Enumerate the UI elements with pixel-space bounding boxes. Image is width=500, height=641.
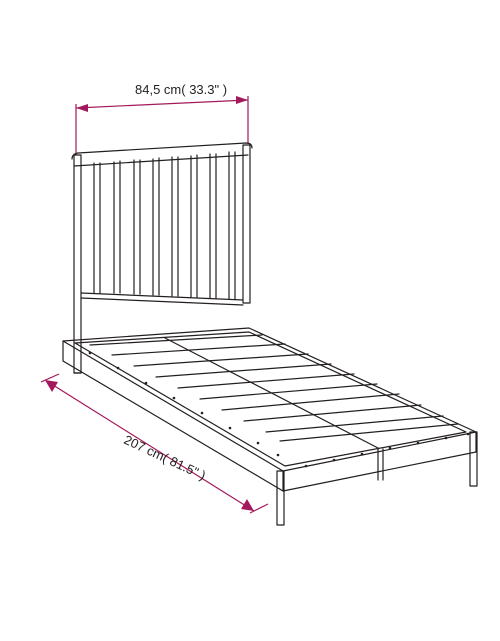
dimension-width-in: 33.3": [189, 82, 219, 97]
bedframe-outline: [63, 143, 477, 525]
headboard-slats: [94, 152, 235, 299]
bedframe-drawing: [0, 0, 500, 641]
mattress-slats: [90, 335, 458, 448]
dimension-width-cm: 84,5 cm: [135, 82, 181, 97]
dimension-width-label: 84,5 cm( 33.3" ): [135, 82, 227, 98]
